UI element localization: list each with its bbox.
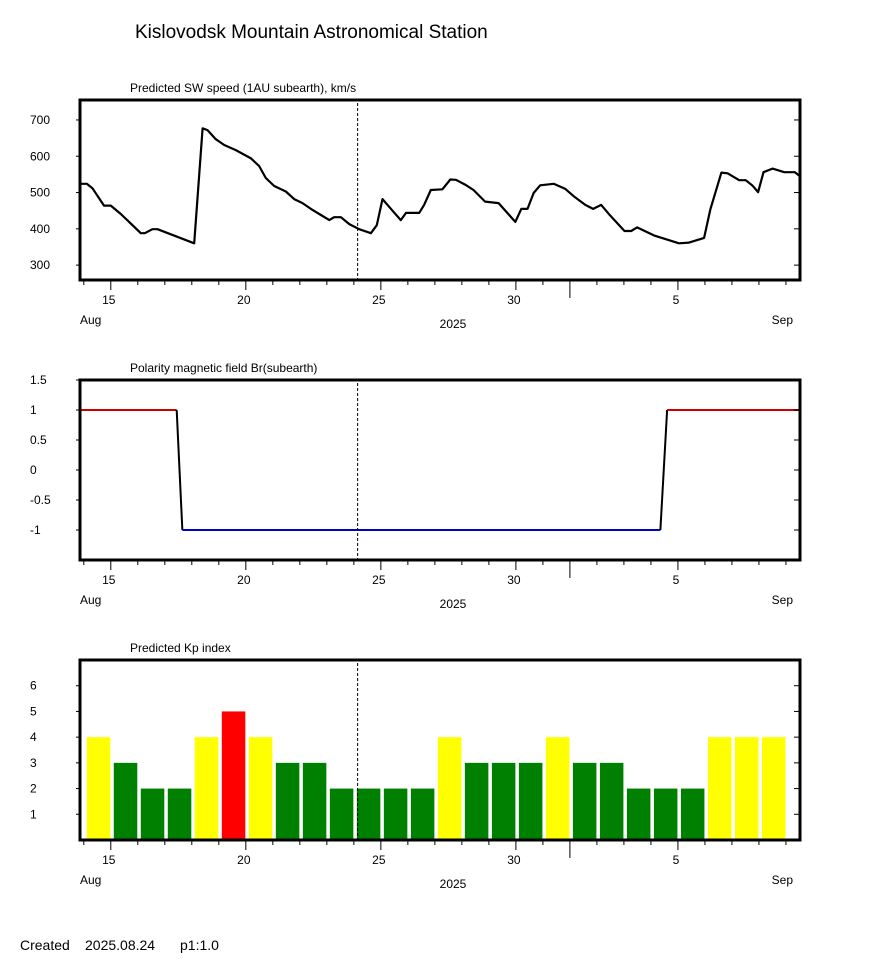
kp-bar	[761, 737, 786, 840]
kp-bar	[734, 737, 759, 840]
kp-bar	[626, 788, 651, 840]
polarity-transition	[659, 409, 669, 531]
x-tick-label: 5	[673, 853, 680, 867]
kp-bar	[680, 788, 705, 840]
panel-title: Predicted SW speed (1AU subearth), km/s	[130, 81, 356, 95]
x-tick-label: 20	[237, 573, 251, 587]
footer-created-label: Created	[20, 937, 70, 953]
x-tick-label: 5	[673, 573, 680, 587]
kp-bar	[329, 788, 354, 840]
kp-bar	[410, 788, 435, 840]
y-tick-label: 400	[30, 222, 50, 236]
panel-title: Predicted Kp index	[130, 641, 231, 655]
plot-frame	[78, 378, 802, 562]
kp-bar	[491, 762, 516, 840]
kp-bar	[518, 762, 543, 840]
month-start-label: Aug	[80, 313, 101, 327]
y-tick-label: 2	[30, 782, 37, 796]
polarity-transition	[175, 409, 184, 531]
plot-frame	[78, 98, 802, 282]
year-label: 2025	[440, 597, 467, 611]
month-end-label: Sep	[772, 313, 794, 327]
x-tick-label: 30	[507, 293, 521, 307]
kp-bar	[140, 788, 165, 840]
y-tick-label: -0.5	[30, 493, 51, 507]
kp-bar	[167, 788, 192, 840]
x-tick-label: 25	[372, 853, 386, 867]
kp-bar	[437, 737, 462, 840]
y-tick-label: 1	[30, 807, 37, 821]
kp-bar	[113, 762, 138, 840]
x-tick-label: 20	[237, 293, 251, 307]
kp-bar	[248, 737, 273, 840]
year-label: 2025	[440, 877, 467, 891]
kp-bar	[302, 762, 327, 840]
month-end-label: Sep	[772, 593, 794, 607]
month-end-label: Sep	[772, 873, 794, 887]
panel-1: Polarity magnetic field Br(subearth) 1.5 1…	[30, 361, 802, 611]
y-tick-label: 3	[30, 756, 37, 770]
y-tick-label: 700	[30, 113, 50, 127]
x-tick-label: 30	[507, 573, 521, 587]
kp-bar	[599, 762, 624, 840]
kp-bar	[275, 762, 300, 840]
kp-bar	[707, 737, 732, 840]
x-tick-label: 15	[102, 853, 116, 867]
kp-bar	[194, 737, 219, 840]
month-start-label: Aug	[80, 873, 101, 887]
y-tick-label: 1	[30, 403, 37, 417]
y-tick-label: 600	[30, 149, 50, 163]
y-tick-label: 300	[30, 258, 50, 272]
y-tick-label: 0	[30, 463, 37, 477]
x-tick-label: 25	[372, 293, 386, 307]
y-tick-label: 4	[30, 730, 37, 744]
kp-bar	[653, 788, 678, 840]
x-tick-label: 30	[507, 853, 521, 867]
panel-0: Predicted SW speed (1AU subearth), km/s 3…	[30, 81, 802, 331]
x-tick-label: 25	[372, 573, 386, 587]
y-tick-label: 500	[30, 186, 50, 200]
y-tick-label: -1	[30, 523, 41, 537]
month-start-label: Aug	[80, 593, 101, 607]
kp-bar	[86, 737, 111, 840]
footer-page-scale: p1:1.0	[180, 937, 219, 953]
y-tick-label: 1.5	[30, 373, 47, 387]
kp-bar	[572, 762, 597, 840]
kp-bar	[221, 711, 246, 840]
y-tick-label: 0.5	[30, 433, 47, 447]
kp-bar	[356, 788, 381, 840]
y-tick-label: 5	[30, 704, 37, 718]
page-title: Kislovodsk Mountain Astronomical Station	[135, 22, 488, 43]
x-tick-label: 5	[673, 293, 680, 307]
y-tick-label: 6	[30, 679, 37, 693]
kp-bar	[464, 762, 489, 840]
x-tick-label: 15	[102, 573, 116, 587]
plot-frame	[78, 658, 802, 842]
year-label: 2025	[440, 317, 467, 331]
x-tick-label: 20	[237, 853, 251, 867]
footer-created-date: 2025.08.24	[85, 937, 155, 953]
kp-bar	[383, 788, 408, 840]
sw-speed-line	[81, 127, 801, 245]
kp-bar	[545, 737, 570, 840]
x-tick-label: 15	[102, 293, 116, 307]
panel-title: Polarity magnetic field Br(subearth)	[130, 361, 317, 375]
